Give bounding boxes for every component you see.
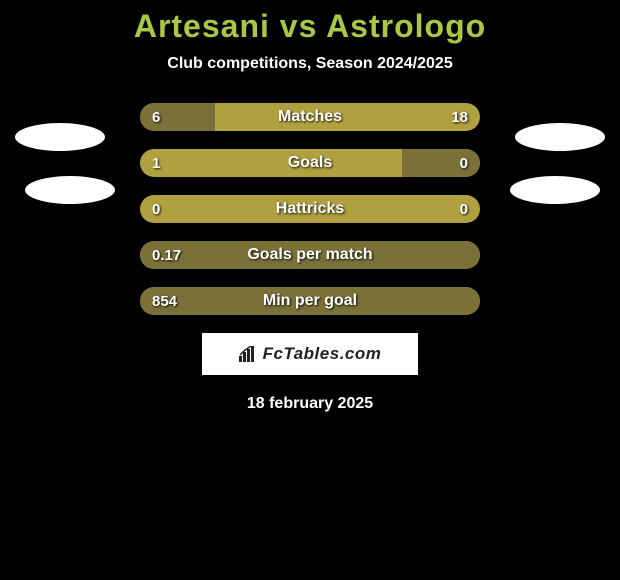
subtitle: Club competitions, Season 2024/2025 [0,55,620,73]
stat-bar: 0.17 Goals per match [140,241,480,269]
stat-bar: 6 Matches 18 [140,103,480,131]
attribution-badge: FcTables.com [202,333,418,375]
player-left-icon-2 [25,176,115,204]
stat-label: Matches [278,108,342,126]
attribution-text: FcTables.com [263,344,382,364]
date-text: 18 february 2025 [0,395,620,413]
stat-value-right: 18 [451,109,468,126]
stat-bar: 1 Goals 0 [140,149,480,177]
stat-value-left: 1 [152,155,160,172]
page-title: Artesani vs Astrologo [0,8,620,45]
stat-value-right: 0 [460,155,468,172]
stat-label: Min per goal [263,292,357,310]
player-right-icon [515,123,605,151]
stat-bar: 854 Min per goal [140,287,480,315]
stat-value-left: 854 [152,293,177,310]
stat-value-left: 6 [152,109,160,126]
player-left-icon [15,123,105,151]
stats-bars: 6 Matches 18 1 Goals 0 0 Hattricks 0 0.17 Goals pe… [140,103,480,315]
stat-value-right: 0 [460,201,468,218]
stat-label: Hattricks [276,200,344,218]
stat-value-left: 0 [152,201,160,218]
player-right-icon-2 [510,176,600,204]
bar-fill-right [402,149,480,177]
stat-value-left: 0.17 [152,247,181,264]
chart-icon [239,346,257,362]
stat-label: Goals [288,154,332,172]
stat-bar: 0 Hattricks 0 [140,195,480,223]
stat-label: Goals per match [247,246,372,264]
